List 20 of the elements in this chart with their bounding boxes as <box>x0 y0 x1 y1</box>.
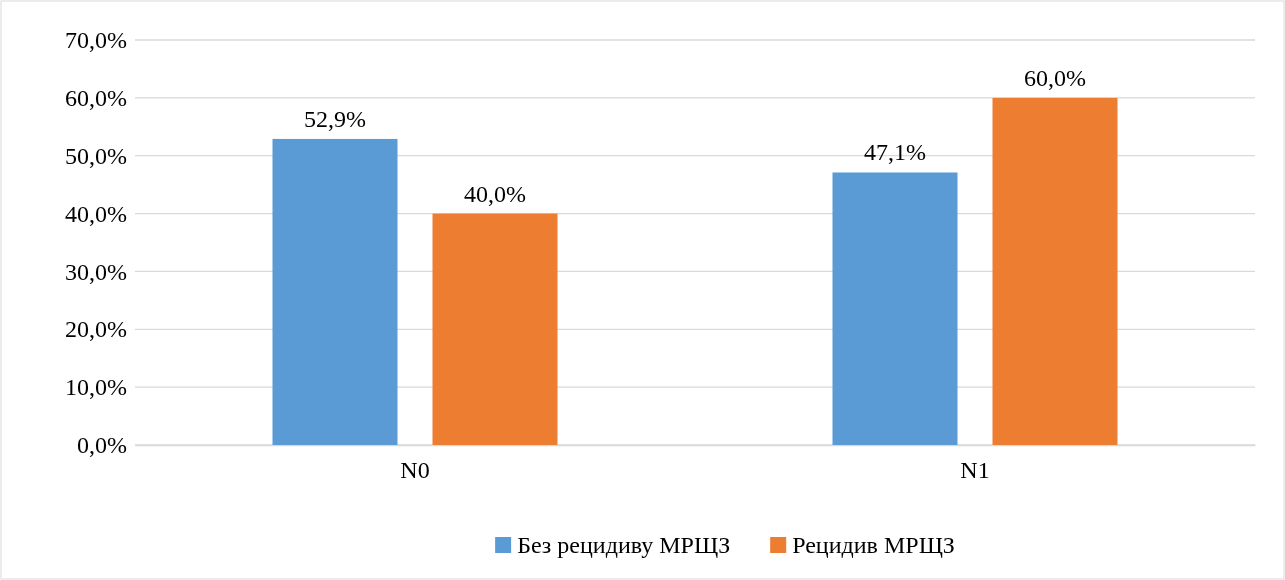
bar <box>432 213 558 445</box>
bar <box>272 138 398 445</box>
y-tick-label: 20,0% <box>65 316 127 343</box>
data-label: 52,9% <box>304 105 366 132</box>
bar <box>832 172 958 445</box>
x-tick-label: N1 <box>960 457 990 484</box>
y-tick-label: 50,0% <box>65 142 127 169</box>
y-tick-label: 10,0% <box>65 374 127 401</box>
data-label: 47,1% <box>864 139 926 166</box>
x-tick-label: N0 <box>400 457 430 484</box>
legend-label: Рецидив МРЩЗ <box>792 532 955 558</box>
y-tick-label: 70,0% <box>65 27 127 54</box>
legend-label: Без рецидиву МРЩЗ <box>517 532 731 558</box>
y-tick-label: 40,0% <box>65 200 127 227</box>
bar <box>992 97 1118 445</box>
y-tick-label: 30,0% <box>65 258 127 285</box>
data-label: 40,0% <box>464 180 526 207</box>
y-tick-label: 60,0% <box>65 85 127 112</box>
data-label: 60,0% <box>1024 64 1086 91</box>
y-tick-label: 0,0% <box>77 432 127 459</box>
